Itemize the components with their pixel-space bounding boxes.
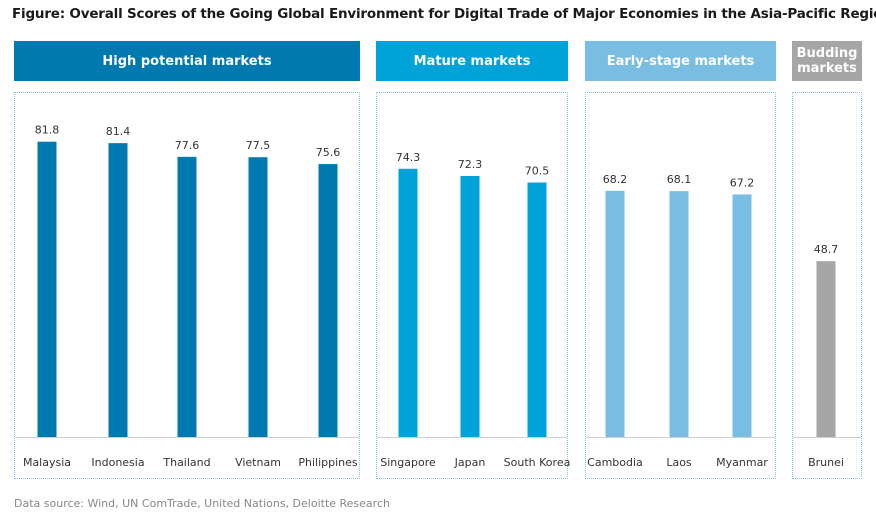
bar-laos: [669, 191, 689, 437]
group-box-early-stage: [585, 92, 776, 479]
data-label: 75.6: [316, 146, 341, 159]
category-label: Malaysia: [23, 456, 71, 469]
bar-cambodia: [605, 190, 625, 437]
category-label: Brunei: [808, 456, 844, 469]
group-box-mature: [376, 92, 568, 479]
category-label: Cambodia: [587, 456, 643, 469]
category-label: Thailand: [162, 456, 210, 469]
bar-philippines: [318, 164, 338, 438]
group-box-high-potential: [14, 92, 360, 479]
chart-title: Figure: Overall Scores of the Going Glob…: [12, 6, 876, 22]
data-label: 74.3: [396, 151, 421, 164]
data-label: 72.3: [458, 158, 483, 171]
bar-brunei: [816, 261, 836, 437]
baseline: [377, 437, 567, 438]
category-label: Laos: [666, 456, 692, 469]
data-label: 81.4: [106, 125, 131, 138]
data-label: 70.5: [525, 164, 550, 177]
category-label: Japan: [454, 456, 486, 469]
bar-singapore: [398, 168, 418, 438]
data-label: 67.2: [730, 176, 755, 189]
data-label: 68.1: [667, 173, 692, 186]
category-label: South Korea: [504, 456, 571, 469]
category-label: Vietnam: [235, 456, 281, 469]
data-label: 68.2: [603, 173, 628, 186]
bar-thailand: [177, 156, 197, 437]
data-source: Data source: Wind, UN ComTrade, United N…: [14, 497, 390, 510]
group-header-early-stage: Early-stage markets: [585, 41, 776, 81]
baseline: [15, 437, 359, 438]
data-label: 81.8: [35, 124, 60, 137]
bar-japan: [460, 175, 480, 437]
data-label: 77.6: [175, 139, 200, 152]
bar-indonesia: [108, 143, 128, 437]
bar-vietnam: [248, 157, 268, 437]
bar-myanmar: [732, 194, 752, 437]
baseline: [586, 437, 775, 438]
category-label: Singapore: [380, 456, 436, 469]
bar-south-korea: [527, 182, 547, 437]
baseline: [793, 437, 861, 438]
category-label: Indonesia: [91, 456, 144, 469]
group-box-budding: [792, 92, 862, 479]
bar-malaysia: [37, 141, 57, 437]
data-label: 77.5: [246, 139, 271, 152]
category-label: Myanmar: [716, 456, 768, 469]
category-label: Philippines: [298, 456, 358, 469]
group-header-budding: Budding markets: [792, 41, 862, 81]
group-header-high-potential: High potential markets: [14, 41, 360, 81]
data-label: 48.7: [814, 243, 839, 256]
group-header-mature: Mature markets: [376, 41, 568, 81]
